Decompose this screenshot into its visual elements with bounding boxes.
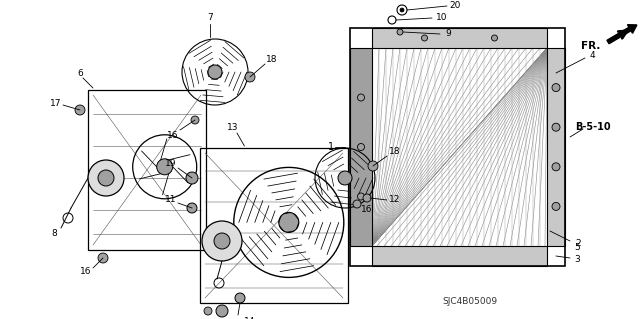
Circle shape (208, 65, 222, 79)
Bar (372, 28, 547, 48)
Text: 1: 1 (328, 142, 334, 152)
Bar (547, 48, 565, 246)
Text: 5: 5 (574, 243, 580, 253)
Text: 9: 9 (445, 29, 451, 39)
Text: 13: 13 (227, 122, 238, 131)
Circle shape (552, 84, 560, 92)
Text: 11: 11 (165, 196, 177, 204)
Circle shape (552, 123, 560, 131)
Circle shape (214, 233, 230, 249)
Text: 7: 7 (207, 13, 213, 23)
Circle shape (88, 160, 124, 196)
Bar (372, 246, 547, 266)
Circle shape (186, 172, 198, 184)
Text: 3: 3 (574, 256, 580, 264)
Text: 8: 8 (51, 228, 57, 238)
Text: 16: 16 (80, 268, 92, 277)
Text: FR.: FR. (580, 41, 600, 51)
Text: 20: 20 (449, 2, 461, 11)
Circle shape (368, 161, 378, 171)
Text: 18: 18 (389, 147, 401, 157)
Circle shape (157, 159, 173, 175)
Circle shape (422, 35, 428, 41)
Circle shape (552, 163, 560, 171)
Circle shape (75, 105, 85, 115)
Circle shape (216, 305, 228, 317)
Circle shape (397, 29, 403, 35)
Bar (88, 90, 206, 250)
Circle shape (191, 116, 199, 124)
Circle shape (358, 94, 365, 101)
Circle shape (202, 221, 242, 261)
Text: 10: 10 (436, 13, 448, 23)
Bar (350, 48, 372, 246)
Circle shape (98, 170, 114, 186)
Text: 16: 16 (361, 205, 372, 214)
Circle shape (353, 200, 361, 208)
Circle shape (400, 8, 404, 12)
Circle shape (235, 293, 245, 303)
Text: 17: 17 (51, 99, 61, 108)
Text: 15: 15 (216, 318, 228, 319)
Text: 2: 2 (575, 239, 581, 248)
Text: 6: 6 (77, 69, 83, 78)
Circle shape (245, 72, 255, 82)
Text: 4: 4 (589, 51, 595, 61)
Text: 14: 14 (244, 316, 256, 319)
Circle shape (358, 144, 365, 151)
Circle shape (363, 194, 371, 202)
Text: 18: 18 (266, 56, 278, 64)
Circle shape (492, 35, 497, 41)
Circle shape (358, 193, 365, 200)
Circle shape (204, 307, 212, 315)
Circle shape (338, 171, 352, 185)
Text: 19: 19 (165, 160, 177, 168)
Circle shape (98, 253, 108, 263)
Text: 16: 16 (167, 130, 179, 139)
Bar (200, 148, 348, 303)
Text: B-5-10: B-5-10 (575, 122, 611, 132)
Text: 16: 16 (199, 318, 211, 319)
Circle shape (187, 203, 197, 213)
Text: 12: 12 (389, 196, 401, 204)
FancyArrow shape (607, 25, 637, 44)
Text: SJC4B05009: SJC4B05009 (442, 298, 497, 307)
Bar (350, 28, 565, 266)
Circle shape (279, 212, 299, 233)
Circle shape (552, 202, 560, 211)
